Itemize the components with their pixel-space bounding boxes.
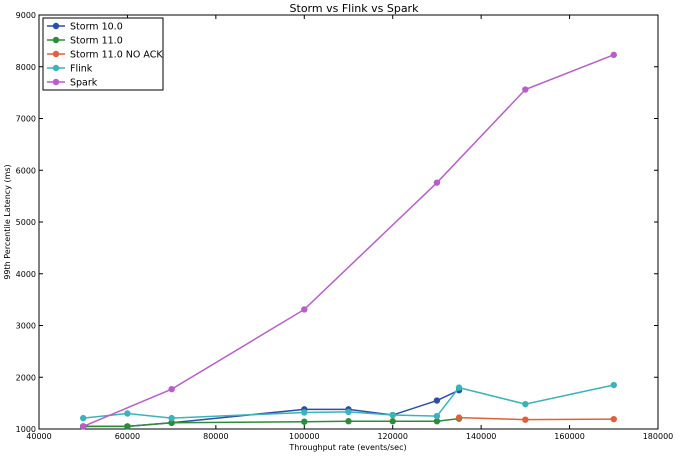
data-point xyxy=(168,419,175,426)
data-point xyxy=(610,381,617,389)
data-point xyxy=(455,384,463,391)
x-axis-label: Throughput rate (events/sec) xyxy=(288,443,406,452)
series-flink xyxy=(80,381,617,422)
data-point xyxy=(124,423,131,430)
y-tick-label: 5000 xyxy=(16,218,36,227)
data-point xyxy=(345,418,352,425)
data-point xyxy=(433,179,441,186)
data-point xyxy=(522,416,529,423)
data-point xyxy=(433,412,441,420)
x-tick-label: 80000 xyxy=(203,432,228,441)
data-point xyxy=(301,418,308,425)
x-tick-label: 100000 xyxy=(289,432,320,441)
series-layer xyxy=(80,51,617,430)
data-point xyxy=(522,400,529,408)
y-tick-label: 1000 xyxy=(16,425,36,434)
y-tick-label: 2000 xyxy=(16,373,36,382)
data-point xyxy=(389,418,396,425)
data-point xyxy=(389,411,396,419)
legend-entry: Spark xyxy=(70,78,98,89)
legend-entry: Flink xyxy=(70,64,93,75)
data-point xyxy=(301,306,308,313)
data-point xyxy=(168,414,175,422)
y-tick-label: 6000 xyxy=(16,166,36,175)
legend: Storm 10.0 Storm 11.0 Storm 11.0 NO ACK Fli… xyxy=(42,17,164,91)
y-tick-label: 9000 xyxy=(16,11,36,20)
data-point xyxy=(522,86,529,93)
series-line xyxy=(83,417,460,428)
data-point xyxy=(301,409,308,416)
series-spark xyxy=(80,51,617,430)
x-tick-label: 60000 xyxy=(115,432,140,441)
data-point xyxy=(610,51,617,59)
y-axis-label: 99th Percentile Latency (ms) xyxy=(3,164,12,279)
series-storm-11-0-no-ack xyxy=(455,414,617,423)
y-tick-label: 4000 xyxy=(16,270,36,279)
x-tick-label: 140000 xyxy=(466,432,497,441)
y-tick-label: 3000 xyxy=(16,322,36,331)
chart-title: Storm vs Flink vs Spark xyxy=(290,2,420,15)
x-tick-label: 180000 xyxy=(643,432,674,441)
legend-swatch-marker xyxy=(52,64,60,72)
data-point xyxy=(433,418,441,425)
legend-swatch-marker xyxy=(52,78,60,86)
data-point xyxy=(610,415,617,423)
y-tick-label: 7000 xyxy=(16,115,36,124)
axes: 40000 60000 80000 100000 120000 140000 160000 1… xyxy=(16,11,674,441)
legend-entry: Storm 10.0 xyxy=(70,22,123,33)
x-tick-label: 40000 xyxy=(26,432,51,441)
legend-swatch-marker xyxy=(52,36,60,44)
legend-swatch-marker xyxy=(52,22,60,30)
data-point xyxy=(80,423,87,430)
data-point xyxy=(168,385,175,393)
data-point xyxy=(433,397,441,404)
data-point xyxy=(455,414,463,421)
x-tick-label: 160000 xyxy=(554,432,585,441)
legend-entry: Storm 11.0 NO ACK xyxy=(70,50,163,61)
data-point xyxy=(345,408,352,416)
series-line xyxy=(83,384,614,419)
data-point xyxy=(80,414,87,422)
series-line xyxy=(82,54,615,428)
legend-swatch-marker xyxy=(52,50,60,58)
legend-entry: Storm 11.0 xyxy=(70,36,123,47)
data-point xyxy=(124,410,131,417)
y-tick-label: 8000 xyxy=(16,63,36,72)
x-tick-label: 120000 xyxy=(377,432,408,441)
